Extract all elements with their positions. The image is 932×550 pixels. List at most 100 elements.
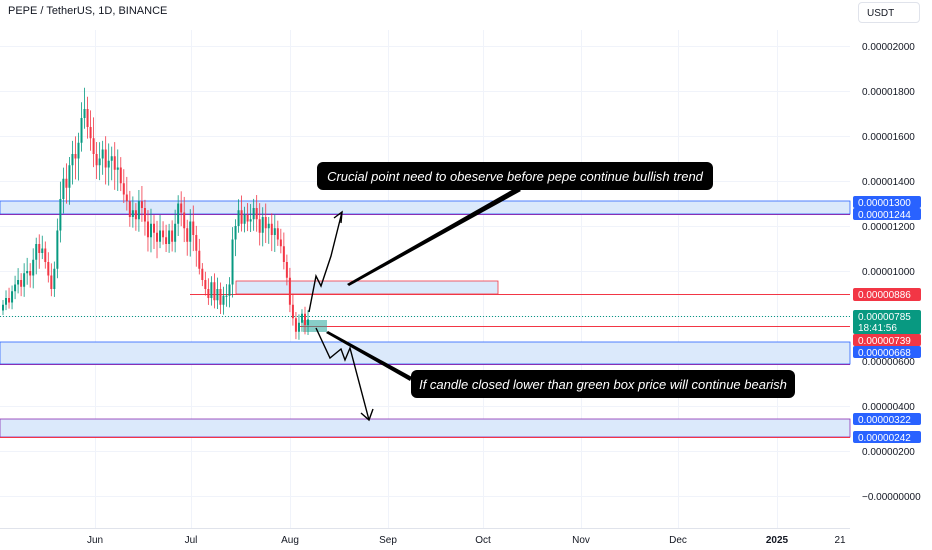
x-tick-label: Jul bbox=[185, 535, 198, 546]
y-tick-label: 0.00000600 bbox=[862, 357, 915, 368]
candle bbox=[83, 109, 86, 118]
x-tick-label: Sep bbox=[379, 535, 397, 546]
candle bbox=[92, 138, 95, 154]
candle bbox=[180, 203, 183, 213]
candle bbox=[113, 156, 116, 170]
candle bbox=[65, 178, 68, 188]
y-tick-label: 0.00001400 bbox=[862, 177, 915, 188]
candle bbox=[291, 304, 294, 319]
countdown-label: 18:41:56 bbox=[858, 323, 897, 334]
candle bbox=[258, 219, 261, 233]
candle bbox=[210, 282, 213, 298]
candles bbox=[2, 87, 310, 340]
candle bbox=[44, 248, 47, 262]
price-tag-label: 0.00001300 bbox=[858, 198, 911, 209]
zones bbox=[0, 200, 851, 438]
candle bbox=[26, 271, 29, 274]
candle bbox=[122, 183, 125, 195]
candle bbox=[204, 280, 207, 289]
candle bbox=[225, 295, 228, 297]
candle bbox=[282, 246, 285, 262]
candle bbox=[294, 318, 297, 332]
candle bbox=[38, 244, 41, 253]
price-tag-label: 0.00000739 bbox=[858, 336, 911, 347]
candle bbox=[125, 194, 128, 202]
candle bbox=[168, 230, 171, 244]
projections bbox=[308, 210, 374, 422]
candle bbox=[276, 228, 279, 240]
candle bbox=[149, 223, 152, 238]
resistance-zone bbox=[0, 200, 851, 215]
candle bbox=[252, 208, 255, 220]
currency-button[interactable]: USDT bbox=[858, 2, 920, 23]
candle bbox=[41, 248, 44, 253]
candle bbox=[288, 277, 291, 305]
candle bbox=[131, 210, 134, 217]
annotation-pointers bbox=[326, 187, 521, 381]
candle bbox=[50, 275, 53, 289]
current-price-tag bbox=[853, 310, 921, 334]
price-tag-label: 0.00000322 bbox=[858, 415, 911, 426]
candle bbox=[35, 244, 38, 260]
candle bbox=[231, 239, 234, 285]
bearish-projection bbox=[315, 327, 370, 421]
price-tag bbox=[853, 196, 921, 208]
candle bbox=[128, 201, 131, 217]
candle bbox=[62, 178, 65, 199]
candle bbox=[207, 289, 210, 298]
candle bbox=[53, 268, 56, 289]
grid bbox=[0, 30, 850, 528]
candle bbox=[304, 313, 306, 325]
candle bbox=[47, 262, 50, 276]
candle bbox=[297, 322, 300, 332]
candle bbox=[23, 273, 26, 287]
candle bbox=[216, 289, 219, 301]
candle bbox=[77, 142, 80, 159]
y-tick-label: 0.00001600 bbox=[862, 132, 915, 143]
candle bbox=[177, 203, 180, 224]
x-tick-label: Oct bbox=[475, 535, 491, 546]
price-tag bbox=[853, 334, 921, 346]
x-tick-label: Nov bbox=[572, 535, 590, 546]
candle bbox=[5, 298, 8, 305]
candle bbox=[107, 160, 110, 168]
y-tick-label: 0.00000400 bbox=[862, 402, 915, 413]
x-tick-label: 2025 bbox=[766, 535, 789, 546]
candle bbox=[165, 237, 168, 244]
candle bbox=[146, 221, 149, 238]
candle bbox=[101, 149, 104, 159]
candle bbox=[74, 154, 77, 159]
candle bbox=[162, 230, 165, 238]
candle bbox=[80, 118, 83, 143]
candle bbox=[98, 158, 101, 166]
candle bbox=[56, 230, 59, 269]
price-tag bbox=[853, 413, 921, 425]
candle bbox=[119, 167, 122, 184]
candle bbox=[270, 223, 273, 235]
candle bbox=[279, 239, 282, 247]
price-tags: 0.00001300 0.00001244 0.00000886 0.00000… bbox=[853, 196, 921, 444]
bullish-projection bbox=[308, 211, 343, 313]
chart-title: PEPE / TetherUS, 1D, BINANCE bbox=[8, 5, 168, 17]
candle bbox=[89, 127, 92, 139]
green-box bbox=[303, 320, 327, 332]
candle bbox=[222, 295, 225, 305]
price-tag-label: 0.00000668 bbox=[858, 348, 911, 359]
annotation-bullish: Crucial point need to obeserve before pe… bbox=[317, 162, 713, 190]
candle bbox=[159, 230, 162, 242]
candle bbox=[143, 208, 146, 222]
candle bbox=[237, 210, 240, 226]
candle bbox=[249, 219, 252, 222]
price-tag bbox=[853, 431, 921, 443]
candle bbox=[14, 284, 17, 292]
price-tag-label: 0.00000886 bbox=[858, 290, 911, 301]
y-tick-label: 0.00001800 bbox=[862, 87, 915, 98]
candle bbox=[267, 223, 270, 229]
x-tick-label: Dec bbox=[669, 535, 687, 546]
candle bbox=[68, 165, 71, 188]
candle bbox=[240, 210, 243, 224]
candle bbox=[11, 291, 14, 303]
x-tick-label: Aug bbox=[281, 535, 299, 546]
candle bbox=[8, 298, 11, 303]
